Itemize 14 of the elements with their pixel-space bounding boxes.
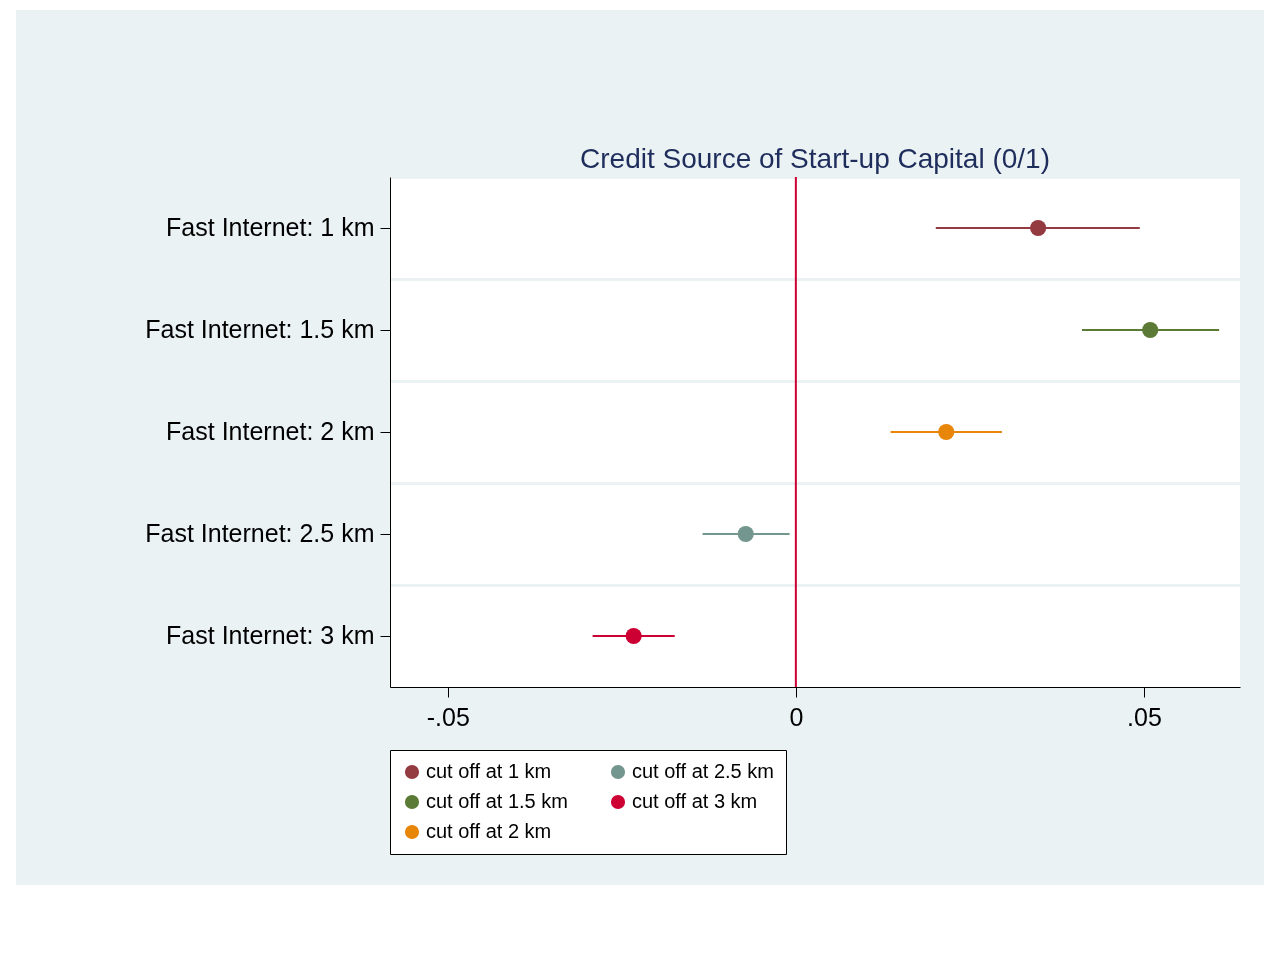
legend-label: cut off at 1 km (426, 760, 552, 782)
y-tick-label: Fast Internet: 2 km (166, 417, 375, 445)
y-tick-label: Fast Internet: 2.5 km (145, 519, 375, 547)
legend-label: cut off at 3 km (632, 790, 758, 812)
legend-label: cut off at 2 km (426, 820, 552, 842)
x-tick-label: -.05 (426, 702, 470, 731)
y-tick-label: Fast Internet: 3 km (166, 621, 375, 649)
x-tick-label: .05 (1127, 702, 1162, 731)
legend-label: cut off at 2.5 km (632, 760, 774, 782)
x-tick-label: 0 (789, 702, 804, 731)
y-tick-label: Fast Internet: 1.5 km (145, 315, 375, 343)
legend-label: cut off at 1.5 km (426, 790, 568, 812)
y-tick-label: Fast Internet: 1 km (166, 213, 375, 241)
chart-title: Credit Source of Start-up Capital (0/1) (580, 143, 1050, 174)
